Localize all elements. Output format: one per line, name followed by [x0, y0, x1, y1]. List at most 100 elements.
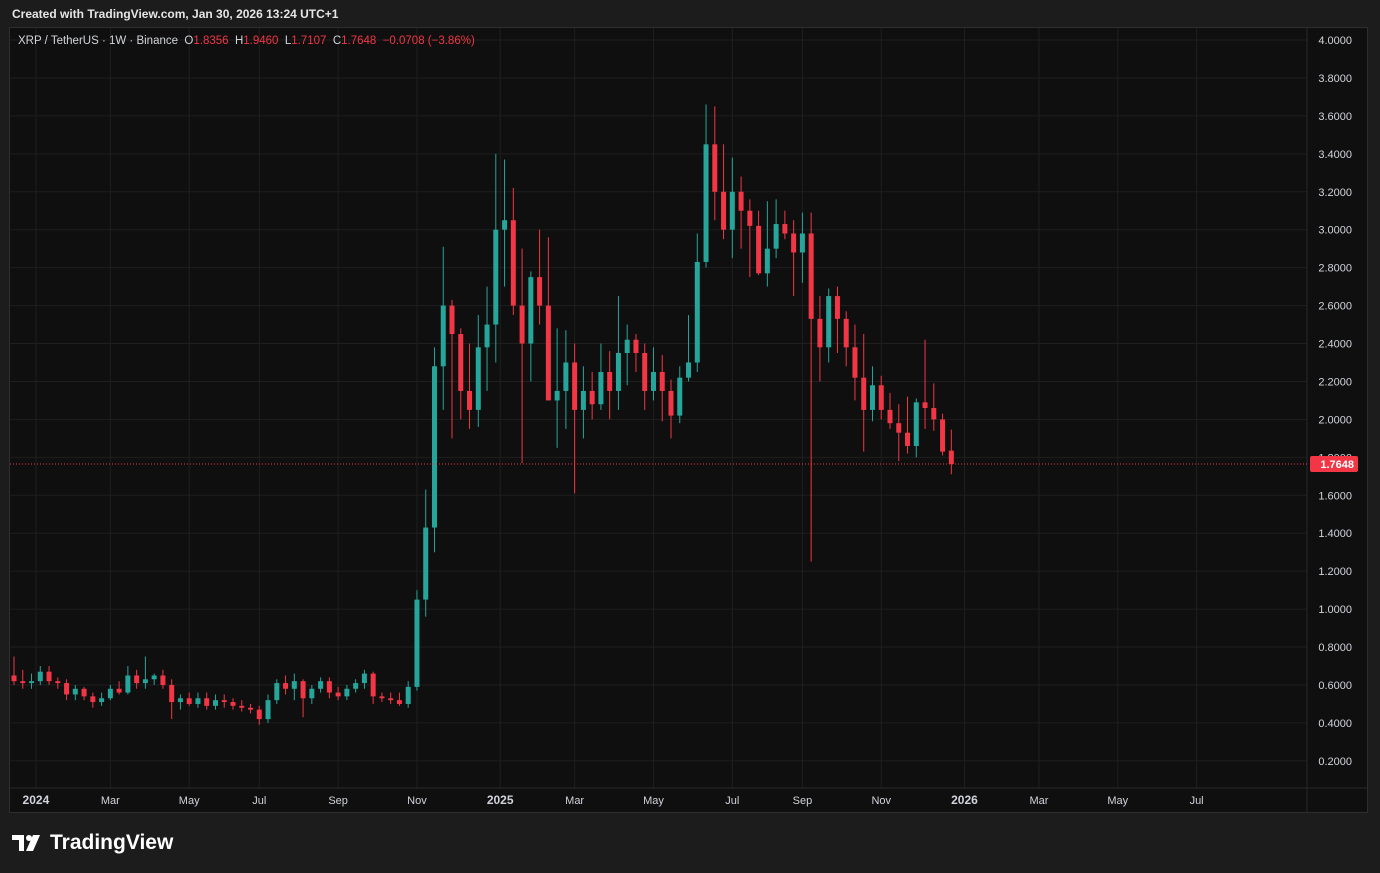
- candle-up: [773, 199, 779, 259]
- candle-body: [81, 688, 87, 697]
- current-price-badge-bg: [1310, 456, 1358, 473]
- open-value: 1.8356: [193, 35, 229, 47]
- candle-body: [396, 700, 402, 704]
- candle-down: [834, 286, 840, 354]
- candle-down: [221, 694, 227, 708]
- candle-up: [37, 666, 43, 685]
- x-tick-label: 2025: [487, 793, 514, 807]
- candle-body: [852, 347, 858, 378]
- candle-up: [309, 684, 315, 704]
- x-tick-label: 2026: [951, 793, 978, 807]
- candle-body: [212, 700, 218, 706]
- candle-body: [414, 599, 420, 687]
- candle-body: [554, 390, 560, 401]
- candle-up: [142, 656, 148, 689]
- candle-down: [931, 383, 937, 431]
- candle-down: [55, 677, 61, 689]
- tradingview-brand[interactable]: TradingView: [12, 831, 173, 855]
- candle-down: [782, 210, 788, 240]
- candle-down: [283, 675, 289, 695]
- candle-body: [195, 698, 201, 704]
- current-price-badge: 1.7648: [1310, 456, 1358, 473]
- candle-body: [668, 390, 674, 416]
- candle-down: [326, 677, 332, 699]
- candle-body: [239, 705, 245, 708]
- y-tick-label: 3.6000: [1318, 111, 1352, 123]
- candle-down: [300, 679, 306, 718]
- candle-down: [668, 379, 674, 439]
- low-value: 1.7107: [291, 35, 327, 47]
- y-tick-label: 0.4000: [1318, 718, 1352, 730]
- candle-down: [852, 324, 858, 401]
- candle-down: [467, 343, 473, 429]
- candle-up: [29, 673, 35, 689]
- candle-body: [729, 191, 735, 230]
- candle-body: [650, 371, 656, 391]
- candle-body: [826, 296, 832, 348]
- candle-body: [458, 334, 464, 391]
- candle-up: [650, 347, 656, 401]
- candle-body: [142, 679, 148, 684]
- candle-down: [922, 339, 928, 429]
- candle-up: [405, 681, 411, 708]
- candle-down: [756, 210, 762, 276]
- y-tick-label: 2.8000: [1318, 263, 1352, 275]
- candle-body: [248, 707, 254, 710]
- x-tick-label: Mar: [1029, 795, 1048, 807]
- candle-down: [370, 671, 376, 704]
- candle-body: [318, 681, 324, 689]
- candle-body: [510, 220, 516, 306]
- candle-down: [169, 679, 175, 720]
- candle-up: [826, 288, 832, 363]
- close-value: 1.7648: [341, 35, 377, 47]
- candle-up: [484, 286, 490, 391]
- chart-pane[interactable]: 4.0000 3.8000 3.6000 3.4000 3.2000 3.0000 2.80…: [9, 27, 1368, 813]
- candle-body: [799, 233, 805, 253]
- candle-body: [204, 698, 210, 706]
- candle-down: [379, 692, 385, 703]
- symbol-name[interactable]: XRP / TetherUS · 1W · Binance: [18, 35, 179, 47]
- candle-body: [186, 698, 192, 704]
- candle-body: [677, 377, 683, 416]
- brand-name: TradingView: [50, 831, 174, 854]
- candle-down: [204, 692, 210, 710]
- candle-down: [537, 229, 543, 325]
- symbol-legend: XRP / TetherUS · 1W · Binance O1.8356 H1…: [18, 35, 475, 47]
- candle-body: [598, 371, 604, 405]
- candle-up: [615, 296, 621, 410]
- candle-up: [528, 271, 534, 382]
- candle-down: [878, 375, 884, 420]
- candle-body: [423, 527, 429, 600]
- candle-down: [256, 705, 262, 725]
- candle-up: [274, 679, 280, 704]
- candle-body: [335, 692, 341, 697]
- candle-body: [817, 318, 823, 348]
- candle-body: [291, 681, 297, 689]
- y-tick-label: 2.0000: [1318, 414, 1352, 426]
- candle-down: [747, 199, 753, 278]
- candle-body: [843, 318, 849, 348]
- y-tick-label: 0.2000: [1318, 756, 1352, 768]
- candle-down: [817, 296, 823, 382]
- candle-body: [20, 681, 26, 684]
- candle-body: [361, 673, 367, 684]
- x-tick-label: Mar: [565, 795, 584, 807]
- candle-up: [195, 692, 201, 708]
- candle-down: [116, 681, 122, 695]
- x-tick-label: Jul: [1190, 795, 1204, 807]
- candle-down: [940, 413, 946, 456]
- candle-down: [20, 669, 26, 689]
- high-value: 1.9460: [243, 35, 279, 47]
- candle-body: [747, 210, 753, 226]
- candle-down: [81, 686, 87, 701]
- candle-body: [896, 423, 902, 433]
- candle-down: [642, 343, 648, 410]
- x-tick-label: May: [1107, 795, 1128, 807]
- y-tick-label: 3.8000: [1318, 73, 1352, 85]
- candle-body: [878, 385, 884, 410]
- candle-down: [248, 703, 254, 714]
- candlestick-chart[interactable]: 4.0000 3.8000 3.6000 3.4000 3.2000 3.0000 2.80…: [10, 28, 1367, 812]
- x-tick-label: Jul: [252, 795, 266, 807]
- candle-body: [502, 220, 508, 230]
- candle-up: [72, 684, 78, 701]
